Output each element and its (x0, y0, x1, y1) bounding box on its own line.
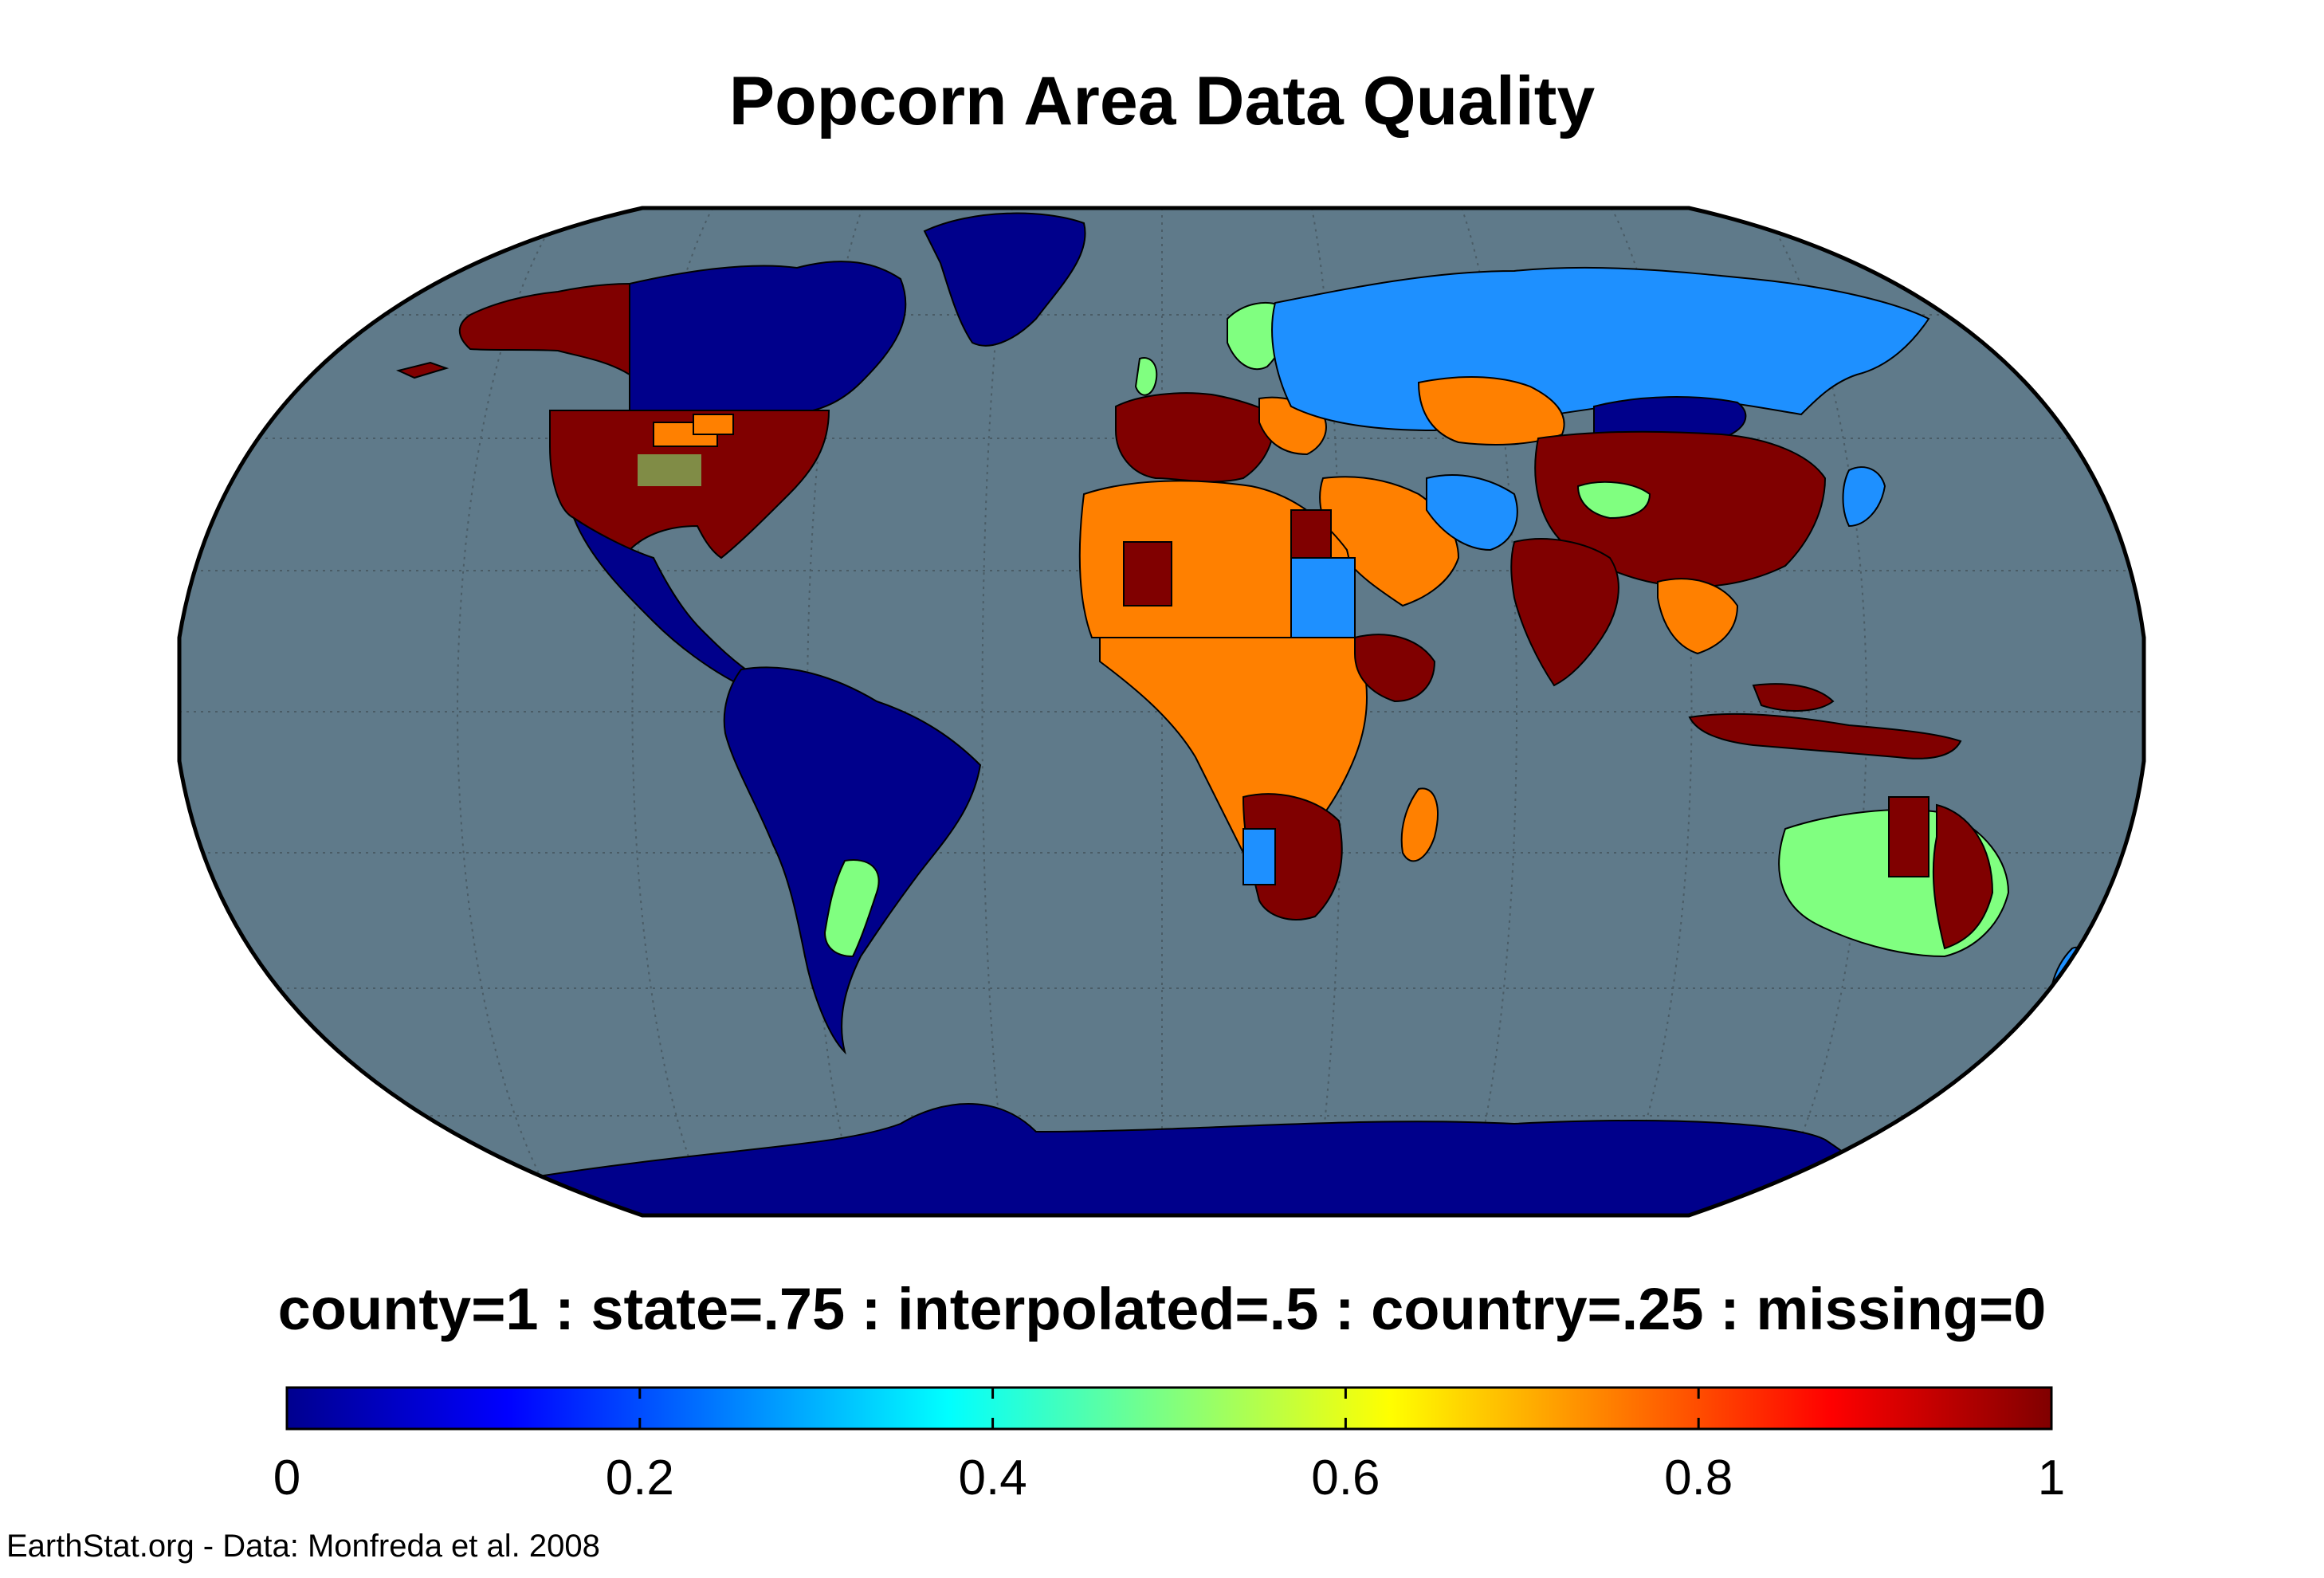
region-namibia-country (1242, 828, 1276, 885)
region-eastern-australia (1932, 803, 1994, 950)
region-mexico-central-america (571, 516, 759, 687)
region-antarctica (517, 1103, 1915, 1215)
colorbar-gradient (285, 1386, 2053, 1431)
map-outline (177, 206, 2146, 1218)
legend-description: county=1 : state=.75 : interpolated=.5 :… (277, 1276, 2047, 1342)
region-japan (1842, 466, 1886, 528)
colorbar-labels: 0 0.2 0.4 0.6 0.8 1 (273, 1450, 2065, 1505)
region-australia-county (1888, 796, 1929, 877)
region-west-africa-county (1123, 541, 1172, 606)
region-argentina-interpolated (823, 859, 880, 958)
region-canada (629, 261, 907, 411)
colorbar-tick-label: 0.4 (958, 1450, 1027, 1505)
region-alaska-islands (395, 361, 449, 379)
region-western-europe (1115, 392, 1277, 483)
colorbar-tick-label: 0.8 (1664, 1450, 1733, 1505)
region-southeast-asia (1657, 578, 1739, 655)
region-indonesia-north (1752, 683, 1835, 712)
region-madagascar (1400, 787, 1439, 862)
credit-text: EarthStat.org - Data: Monfreda et al. 20… (6, 1529, 600, 1564)
region-iran-country (1426, 474, 1518, 552)
region-us-interpolated (638, 454, 701, 486)
region-kazakhstan (1417, 376, 1565, 446)
colorbar-tick-label: 0 (273, 1450, 300, 1505)
region-ethiopia (1354, 634, 1436, 703)
colorbar-ticks (638, 1388, 1700, 1429)
region-uk (1134, 357, 1158, 396)
region-greenland (923, 212, 1086, 347)
colorbar-tick-label: 0.6 (1311, 1450, 1380, 1505)
region-indonesia (1688, 712, 1962, 760)
chart-title: Popcorn Area Data Quality (728, 63, 1596, 139)
region-alaska (458, 282, 630, 376)
region-us-state-orange-2 (693, 414, 734, 435)
region-india (1510, 538, 1619, 687)
colorbar-tick-label: 0.2 (606, 1450, 674, 1505)
land-regions (395, 212, 2085, 1215)
region-china-interpolated (1576, 481, 1651, 520)
colorbar-tick-label: 1 (2038, 1450, 2065, 1505)
